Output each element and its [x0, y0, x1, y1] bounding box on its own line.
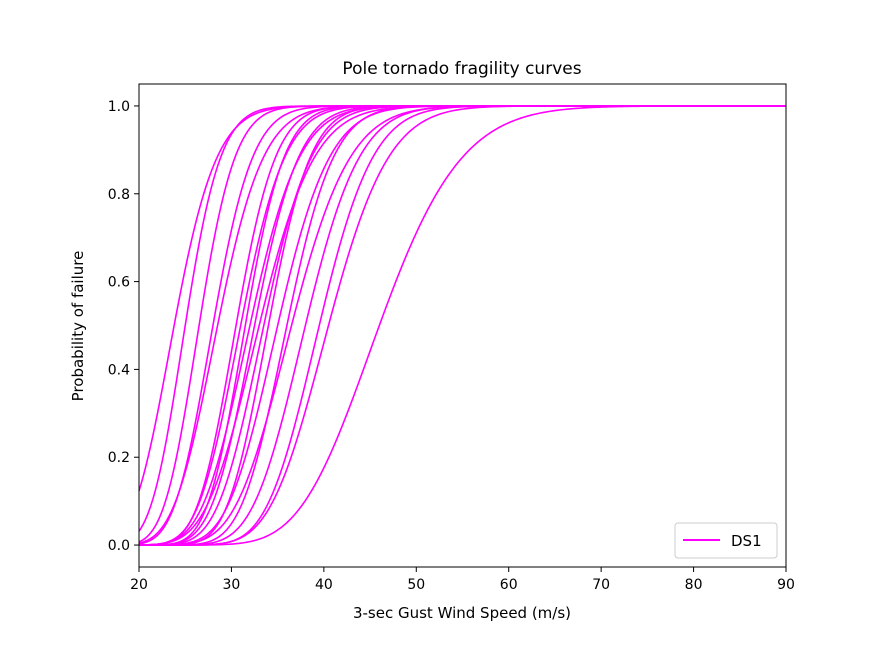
y-axis: 0.0 0.2 0.4 0.6 0.8 1.0	[108, 99, 139, 554]
x-tick-label: 80	[685, 577, 703, 593]
y-axis-label: Probability of failure	[69, 251, 87, 402]
curves-group	[138, 105, 786, 546]
chart-title: Pole tornado fragility curves	[342, 59, 581, 79]
x-axis: 20 30 40 50 60 70 80 90	[130, 567, 795, 593]
fragility-curve-1	[138, 105, 786, 492]
y-tick-label: 0.2	[108, 450, 130, 466]
x-tick-label: 70	[592, 577, 610, 593]
y-tick-label: 0.6	[108, 275, 130, 291]
x-tick-label: 90	[777, 577, 795, 593]
y-tick-label: 1.0	[108, 99, 130, 115]
x-tick-label: 40	[315, 577, 333, 593]
x-axis-label: 3-sec Gust Wind Speed (m/s)	[353, 604, 571, 622]
x-tick-label: 30	[223, 577, 241, 593]
x-tick-label: 60	[500, 577, 518, 593]
y-tick-label: 0.4	[108, 362, 130, 378]
y-tick-label: 0.8	[108, 187, 130, 203]
y-tick-label: 0.0	[108, 538, 130, 554]
legend-box	[674, 522, 778, 559]
x-tick-label: 20	[130, 577, 148, 593]
legend-label: DS1	[731, 532, 762, 550]
x-tick-label: 50	[407, 577, 425, 593]
fragility-curve-2	[138, 105, 786, 532]
plot-frame	[138, 83, 787, 568]
fragility-curve-20	[139, 105, 786, 546]
legend: DS1	[674, 522, 778, 559]
